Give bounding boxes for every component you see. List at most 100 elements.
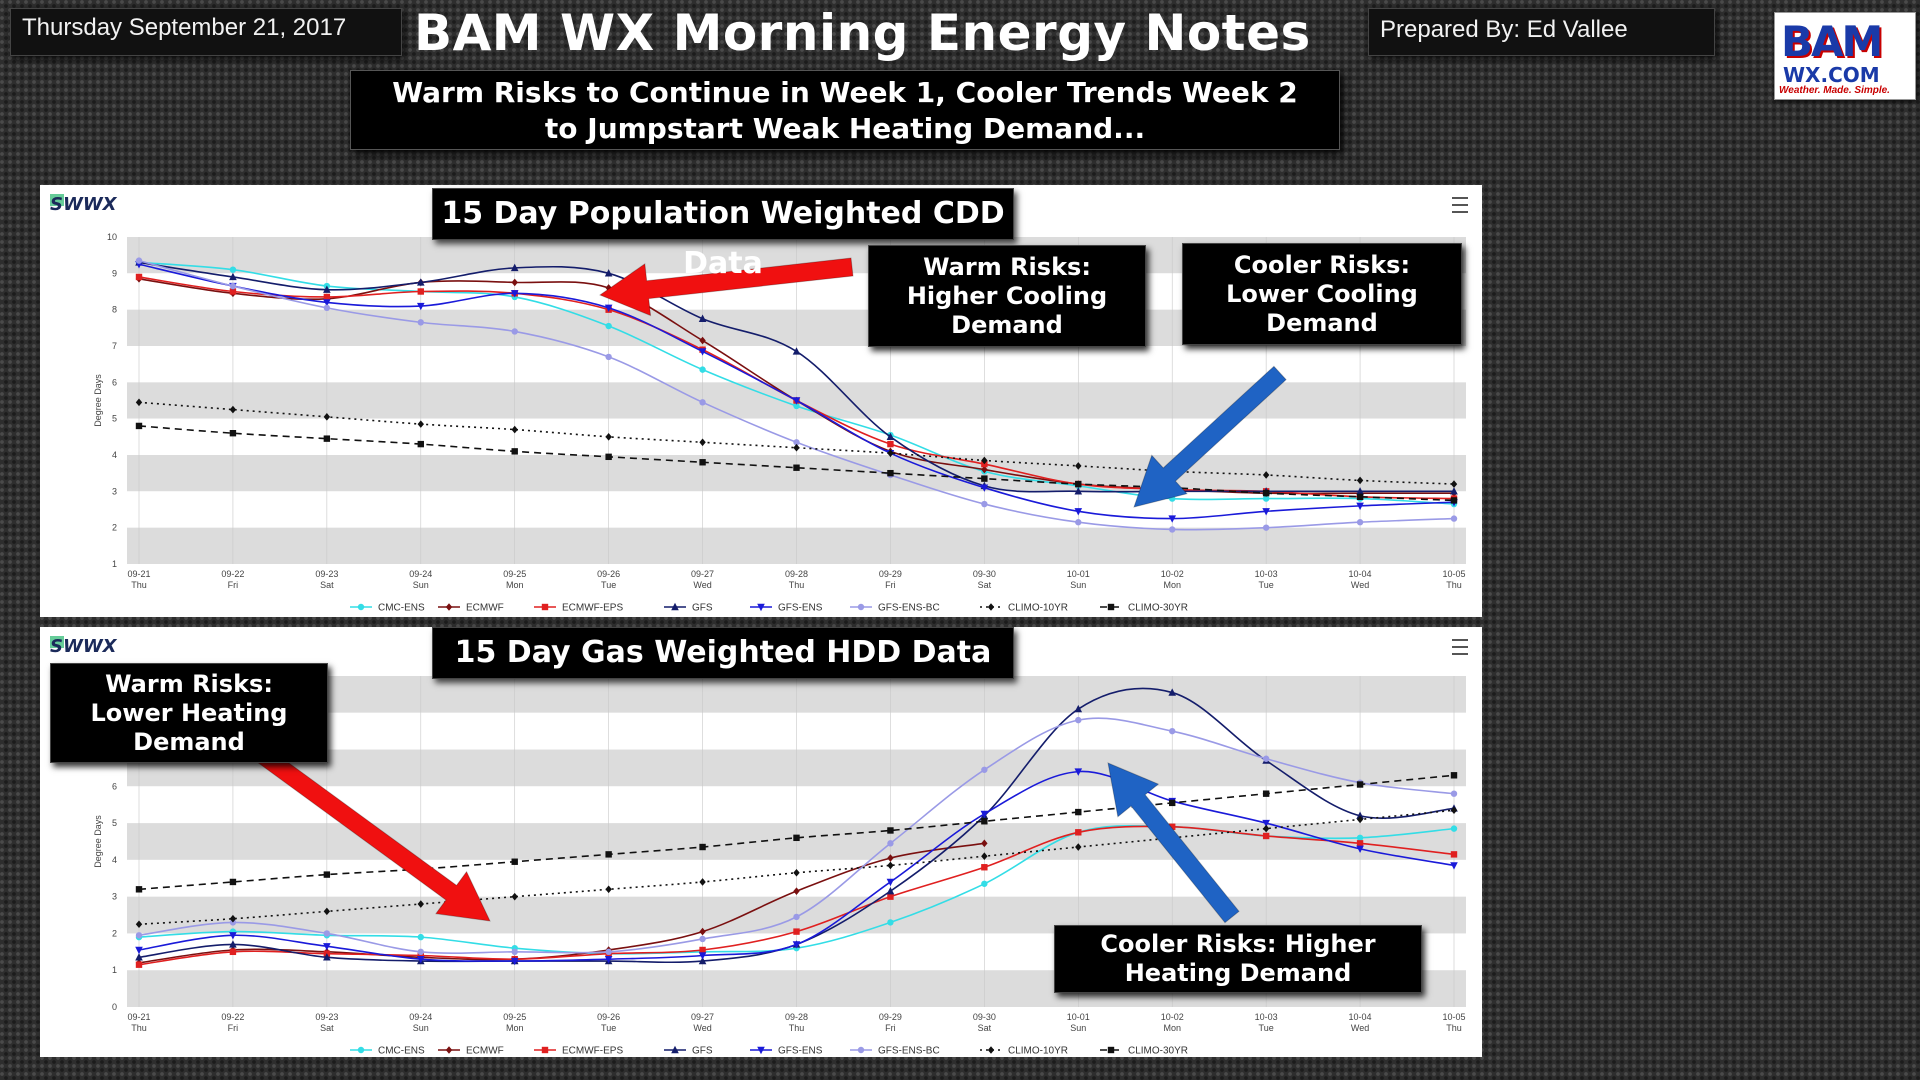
y-axis-label: Degree Days — [93, 374, 103, 427]
data-point — [417, 440, 424, 448]
x-day-label: Fri — [228, 580, 239, 590]
data-point — [1262, 819, 1270, 828]
y-tick-label: 6 — [112, 377, 117, 387]
data-point — [887, 827, 894, 834]
data-point — [887, 893, 894, 900]
red-arrow-icon — [598, 257, 854, 317]
x-tick-label: 10-04 — [1349, 569, 1372, 579]
data-point — [604, 269, 613, 277]
x-day-label: Fri — [228, 1023, 239, 1033]
x-tick-label: 09-30 — [973, 569, 996, 579]
chart-menu-icon[interactable] — [1452, 639, 1468, 655]
data-point — [229, 914, 237, 923]
series-line — [138, 717, 1455, 954]
data-point — [229, 272, 237, 281]
data-point — [323, 299, 331, 307]
data-point — [792, 397, 801, 405]
x-day-label: Wed — [693, 1023, 711, 1033]
x-day-label: Thu — [131, 580, 147, 590]
legend-marker — [541, 1046, 549, 1054]
data-point — [1168, 688, 1177, 696]
data-point — [1356, 781, 1364, 788]
logo-text: BAM — [1781, 17, 1883, 66]
x-day-label: Fri — [885, 580, 896, 590]
data-point — [792, 347, 801, 355]
data-point — [1169, 799, 1176, 807]
data-point — [1075, 829, 1082, 836]
x-tick-label: 10-05 — [1442, 1012, 1465, 1022]
x-day-label: Sat — [320, 580, 334, 590]
data-point — [793, 443, 800, 452]
data-point — [135, 886, 143, 893]
bam-logo: BAM WX.COM Weather. Made. Simple. — [1774, 12, 1916, 100]
data-point — [793, 834, 800, 842]
logo-domain: WX.COM — [1783, 63, 1880, 87]
x-tick-label: 09-24 — [409, 569, 432, 579]
data-point — [510, 290, 519, 298]
legend-label: GFS-ENS-BC — [878, 603, 940, 614]
data-point — [1356, 487, 1364, 495]
data-point — [980, 810, 989, 819]
data-point — [1262, 755, 1270, 762]
data-point — [698, 348, 707, 356]
legend: CMC-ENS ECMWF ECMWF-EPS GFS GFS-ENS GFS-ENS-B… — [350, 1046, 1188, 1057]
x-tick-label: 09-28 — [785, 1012, 808, 1022]
legend-label: ECMWF-EPS — [562, 1046, 623, 1057]
red-arrow-icon — [253, 745, 491, 922]
series-line — [138, 774, 1455, 891]
swwx-text: SWWX — [50, 636, 117, 657]
data-point — [1450, 480, 1458, 488]
data-point — [510, 957, 519, 966]
data-point — [1450, 790, 1458, 797]
y-tick-label: 6 — [112, 781, 117, 791]
y-tick-label: 1 — [112, 965, 117, 975]
headline-line-1: Warm Risks to Continue in Week 1, Cooler… — [392, 76, 1298, 109]
data-point — [1168, 515, 1177, 523]
data-point — [886, 886, 895, 895]
x-day-label: Sun — [1070, 580, 1086, 590]
legend-label: ECMWF — [466, 603, 504, 614]
series-line — [138, 401, 1455, 485]
hdd-chart-title: 15 Day Gas Weighted HDD Data — [432, 627, 1014, 679]
data-point — [229, 266, 237, 273]
data-point — [1356, 476, 1364, 485]
data-point — [793, 913, 800, 921]
x-tick-label: 09-26 — [597, 1012, 620, 1022]
data-point — [510, 263, 519, 272]
data-point — [605, 885, 612, 894]
data-point — [511, 448, 518, 455]
data-point — [417, 288, 424, 295]
data-point — [981, 839, 988, 848]
x-tick-label: 10-03 — [1255, 569, 1278, 579]
x-day-label: Thu — [789, 1023, 805, 1033]
x-tick-label: 10-02 — [1161, 1012, 1184, 1022]
x-tick-label: 10-05 — [1442, 569, 1465, 579]
data-point — [887, 840, 894, 847]
data-point — [886, 432, 895, 441]
cdd-chart-title: 15 Day Population Weighted CDD Data — [432, 188, 1014, 281]
data-point — [1262, 790, 1270, 797]
x-day-label: Sun — [413, 580, 429, 590]
data-point — [699, 459, 706, 466]
x-day-label: Tue — [601, 580, 616, 590]
x-tick-label: 10-01 — [1067, 1012, 1090, 1022]
x-tick-label: 09-24 — [409, 1012, 432, 1022]
x-day-label: Wed — [693, 580, 711, 590]
data-point — [323, 304, 331, 312]
x-tick-label: 09-28 — [785, 569, 808, 579]
y-tick-label: 3 — [112, 892, 117, 902]
data-point — [229, 878, 237, 886]
x-tick-label: 09-23 — [315, 569, 338, 579]
data-point — [981, 456, 988, 465]
legend-label: CLIMO-10YR — [1008, 603, 1068, 614]
data-point — [793, 887, 800, 895]
data-point — [886, 878, 895, 887]
data-point — [511, 425, 518, 434]
hdd-cool-note: Cooler Risks: Higher Heating Demand — [1054, 925, 1422, 993]
chart-menu-icon[interactable] — [1452, 197, 1468, 213]
data-point — [1450, 487, 1458, 495]
data-point — [699, 336, 706, 345]
y-tick-label: 0 — [112, 1002, 117, 1012]
data-point — [887, 854, 894, 862]
legend-label: GFS-ENS — [778, 603, 823, 614]
